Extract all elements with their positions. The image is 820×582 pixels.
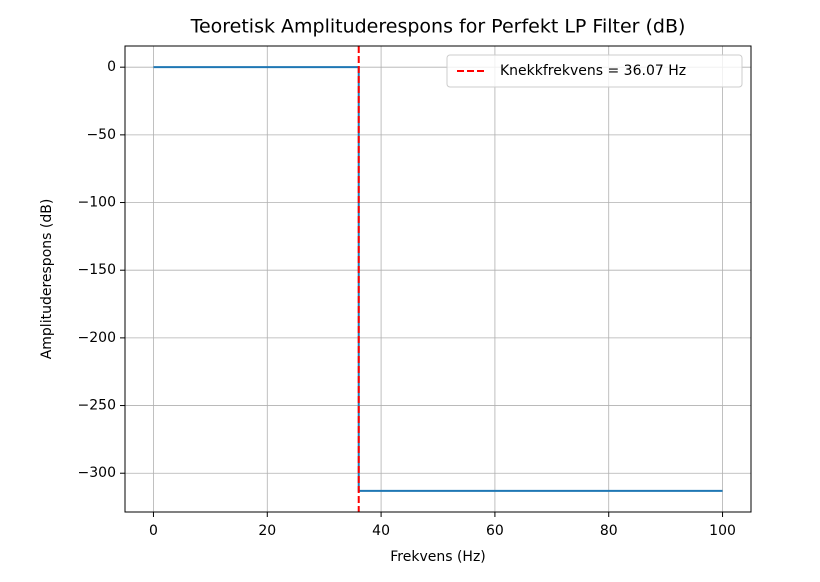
y-tick-label: 0: [107, 59, 116, 75]
line-series: [153, 66, 723, 492]
x-tick-label: 40: [372, 523, 390, 539]
y-tick-label: −100: [78, 195, 116, 211]
x-tick-label: 20: [258, 523, 276, 539]
y-tick-label: −200: [78, 330, 116, 346]
x-axis-label: Frekvens (Hz): [390, 549, 486, 565]
legend-box: [446, 54, 743, 88]
y-tick-label: −250: [78, 398, 116, 414]
y-tick-label: −50: [86, 127, 116, 143]
y-tick-label: −300: [78, 465, 116, 481]
x-tick-label: 100: [709, 523, 736, 539]
y-tick-label: −150: [78, 262, 116, 278]
x-tick-label: 0: [149, 523, 158, 539]
x-tick-label: 60: [486, 523, 504, 539]
legend-label: Knekkfrekvens = 36.07 Hz: [500, 63, 686, 79]
chart-title: Teoretisk Amplituderespons for Perfekt L…: [190, 16, 686, 38]
x-tick-label: 80: [600, 523, 618, 539]
axes-frame: [124, 45, 752, 513]
y-axis-label: Amplituderespons (dB): [39, 199, 55, 360]
